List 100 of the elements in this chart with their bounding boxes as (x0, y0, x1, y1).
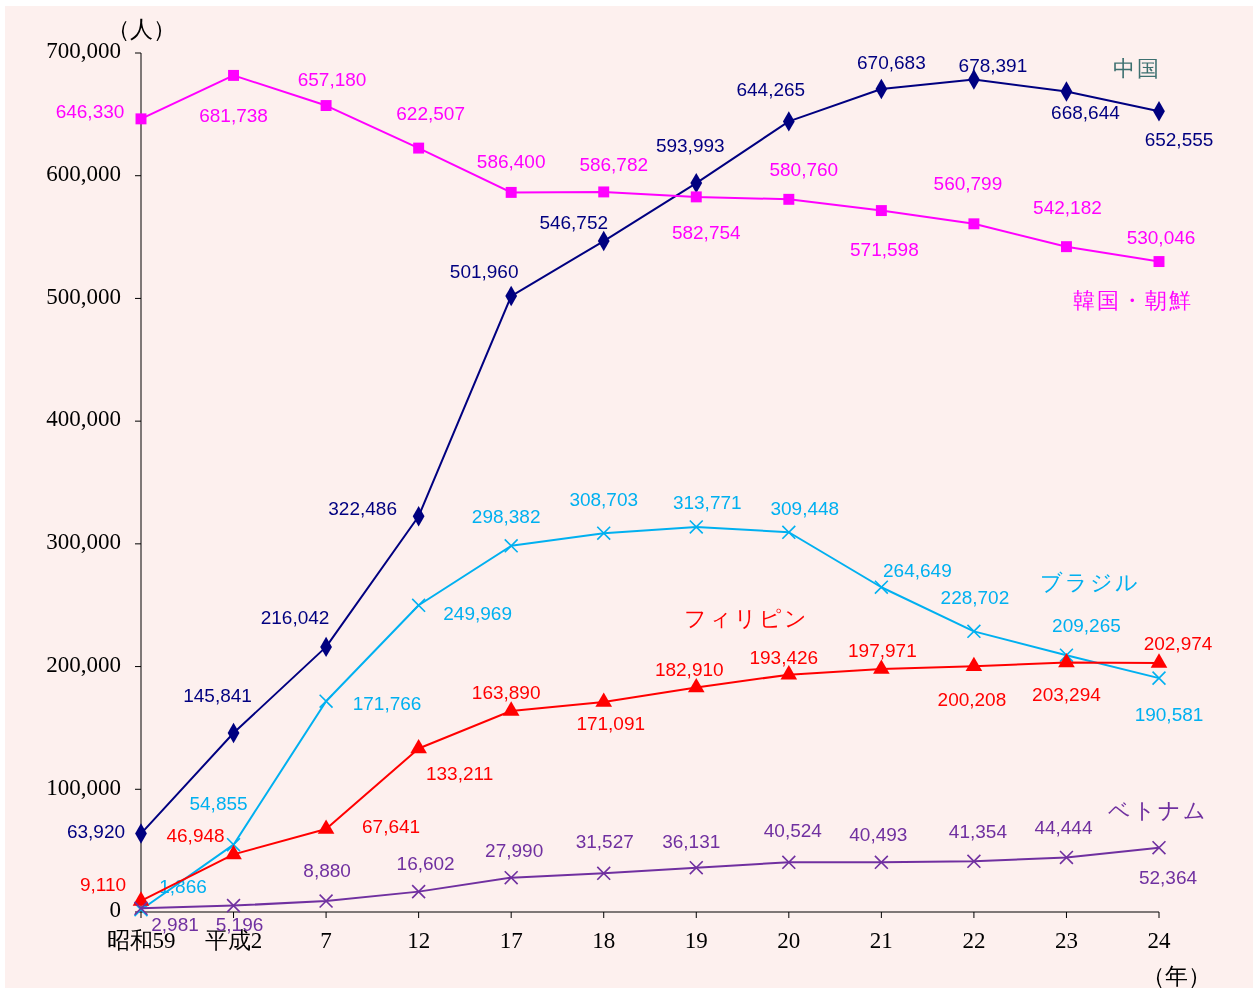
data-label: 298,382 (471, 505, 541, 527)
point (226, 898, 241, 913)
point (411, 598, 426, 613)
data-label: 670,683 (857, 51, 926, 73)
data-label: 44,444 (1034, 817, 1093, 839)
x-tick-label: 12 (407, 928, 431, 954)
data-label: 582,754 (671, 221, 742, 243)
data-label: 9,110 (79, 873, 127, 895)
point (1059, 647, 1074, 663)
point (689, 519, 704, 535)
data-label: 622,507 (396, 103, 465, 125)
x-tick-label: 23 (1054, 928, 1078, 954)
point (966, 624, 982, 639)
data-label: 203,294 (1032, 683, 1102, 705)
point (1153, 256, 1165, 268)
data-label: 200,208 (937, 689, 1007, 711)
point (413, 142, 425, 154)
point (689, 860, 704, 875)
point (505, 186, 517, 198)
point (135, 113, 147, 125)
data-label: 309,448 (770, 498, 840, 520)
data-label: 27,990 (485, 839, 544, 861)
data-label: 197,971 (848, 640, 917, 662)
data-label: 67,641 (362, 816, 421, 838)
data-label: 586,400 (476, 151, 546, 173)
series-label: ベトナム (1108, 797, 1208, 823)
point (1151, 670, 1167, 686)
data-label: 571,598 (850, 238, 919, 260)
data-label: 322,486 (328, 498, 397, 520)
x-tick-label: 21 (869, 928, 893, 954)
data-label: 190,581 (1134, 704, 1204, 726)
point (968, 218, 980, 230)
data-label: 580,760 (769, 159, 839, 181)
data-label: 133,211 (426, 762, 494, 784)
data-label: 36,131 (662, 830, 721, 852)
data-label: 8,880 (303, 860, 351, 882)
point (598, 186, 610, 198)
data-label: 264,649 (883, 560, 952, 582)
y-tick-label: 100,000 (46, 774, 121, 800)
data-label: 16,602 (396, 852, 455, 874)
data-label: 54,855 (189, 792, 248, 814)
y-tick-label: 400,000 (46, 406, 121, 432)
series-label: フィリピン (683, 605, 809, 631)
data-label: 63,920 (66, 820, 126, 842)
data-label: 171,766 (352, 693, 422, 715)
data-label: 163,890 (471, 681, 541, 703)
y-tick-label: 0 (109, 897, 121, 923)
point (783, 193, 795, 205)
data-label: 546,752 (539, 212, 609, 234)
point (1059, 850, 1074, 865)
point (318, 693, 334, 709)
data-label: 249,969 (443, 603, 512, 625)
point (690, 191, 702, 203)
x-tick-label: 19 (684, 928, 708, 954)
data-label: 530,046 (1126, 226, 1196, 248)
data-label: 46,948 (166, 825, 225, 847)
x-tick-label: 18 (592, 928, 616, 954)
point (226, 837, 241, 852)
data-label: 501,960 (449, 261, 519, 283)
series-label: 韓国・朝鮮 (1073, 287, 1193, 313)
data-label: 40,493 (849, 824, 908, 846)
point (320, 100, 332, 112)
text: ブラジル (1040, 570, 1140, 596)
data-label: 646,330 (55, 100, 125, 122)
data-label: 52,364 (1138, 866, 1198, 888)
point (411, 884, 426, 899)
y-tick-label: 300,000 (46, 529, 121, 555)
point (874, 855, 889, 870)
data-label: 228,702 (940, 587, 1010, 609)
data-label: 652,555 (1144, 129, 1214, 151)
data-label: 31,527 (575, 831, 634, 853)
point (503, 870, 519, 885)
data-label: 678,391 (958, 54, 1028, 76)
data-label: 209,265 (1052, 615, 1121, 637)
data-label: 644,265 (736, 79, 806, 101)
data-label: 668,644 (1051, 102, 1121, 124)
data-label: 40,524 (763, 820, 823, 842)
point (875, 205, 887, 217)
y-tick-label: 500,000 (46, 283, 121, 309)
data-label: 681,738 (199, 105, 268, 127)
data-label: 145,841 (183, 685, 252, 707)
series-label: 中国 (1113, 56, 1161, 82)
y-tick-label: 200,000 (46, 651, 121, 677)
x-tick-label: 22 (962, 928, 986, 954)
data-label: 193,426 (749, 646, 819, 668)
data-label: 182,910 (654, 658, 724, 680)
data-label: 586,782 (579, 153, 649, 175)
data-label: 593,993 (655, 135, 725, 157)
point (228, 69, 240, 81)
x-tick-label: 7 (320, 928, 332, 954)
data-label: 171,091 (576, 713, 646, 735)
point (781, 525, 797, 540)
x-tick-label: 24 (1147, 928, 1171, 954)
x-tick-label: 20 (777, 928, 801, 954)
point (966, 854, 982, 869)
data-label: 657,180 (297, 68, 367, 90)
point (781, 855, 797, 870)
point (596, 525, 611, 541)
data-label: 542,182 (1033, 196, 1102, 218)
x-axis-title: （年） (1141, 964, 1211, 990)
